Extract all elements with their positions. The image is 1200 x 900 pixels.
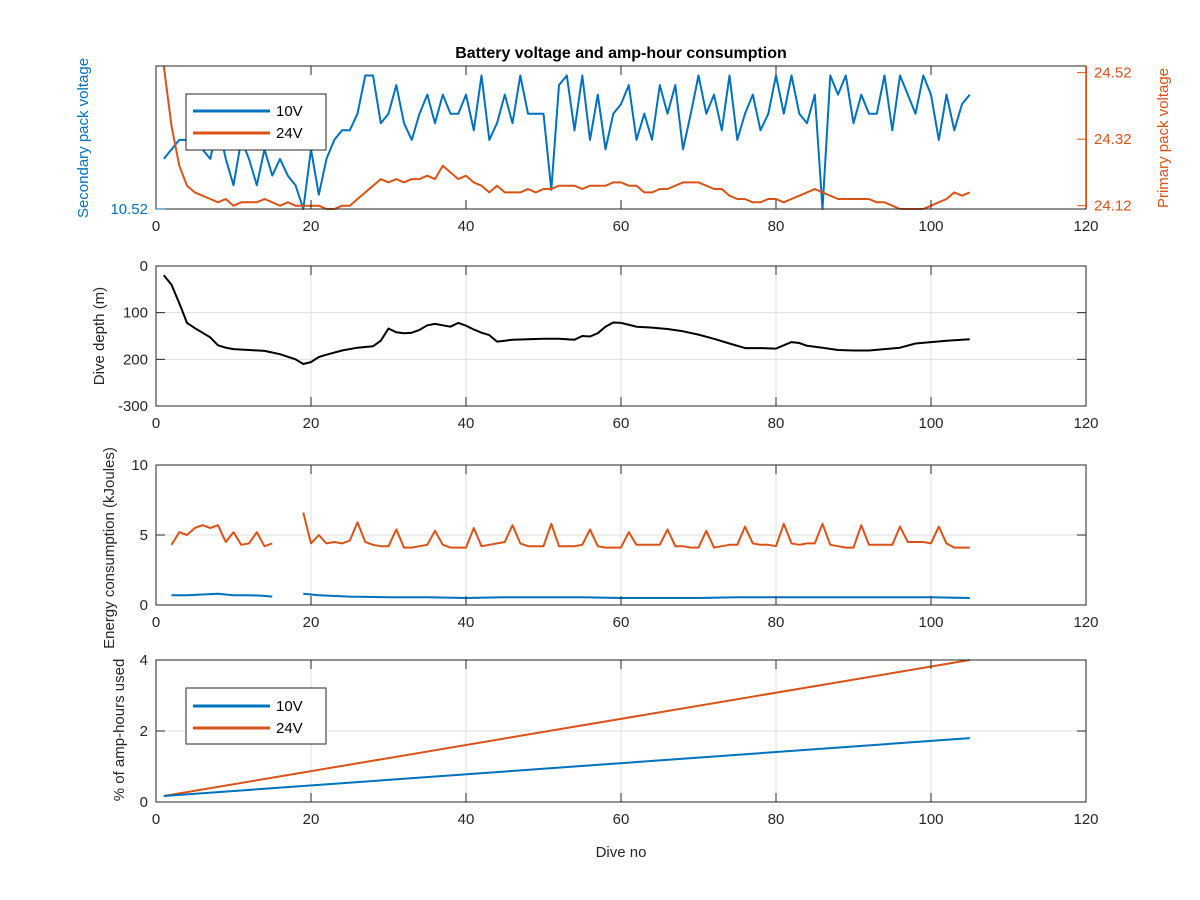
- x-tick-label: 0: [152, 811, 160, 828]
- x-tick-label: 0: [152, 415, 160, 432]
- x-tick-label: 20: [303, 415, 320, 432]
- x-tick-label: 120: [1073, 415, 1098, 432]
- legend-box-voltage: [185, 93, 327, 151]
- grid-energy: [156, 465, 1086, 605]
- x-tick-label: 80: [768, 415, 785, 432]
- y-label-primary: Primary pack voltage: [1155, 68, 1172, 208]
- x-tick-label: 60: [613, 415, 630, 432]
- grid-depth: [156, 266, 1086, 406]
- y-tick-label-right: 24.32: [1094, 131, 1132, 148]
- y-tick-label: 0: [140, 597, 148, 614]
- x-tick-label: 40: [458, 811, 475, 828]
- y-tick-label: 0: [140, 258, 148, 275]
- y-ticks-energy: 0 5 10: [131, 457, 1086, 614]
- x-tick-label: 120: [1073, 218, 1098, 235]
- legend-box-amphours: [185, 687, 327, 745]
- x-tick-label: 80: [768, 218, 785, 235]
- y-tick-label: 100: [123, 305, 148, 322]
- x-tick-label: 60: [613, 811, 630, 828]
- depth-series: [163, 274, 970, 365]
- y-label-secondary: Secondary pack voltage: [75, 58, 92, 218]
- y-tick-label: 4: [140, 652, 148, 669]
- legend-voltage: 10V 24V: [185, 93, 327, 151]
- y-tick-label: 5: [140, 527, 148, 544]
- panel-amphours: 0 20 40 60 80 100 120 024 % of amp-hours used …: [111, 652, 1099, 861]
- amphours-series: [163, 659, 970, 797]
- y-tick-label-left: 10.52: [110, 201, 148, 218]
- y-label-energy: Energy consumption (kJoules): [101, 447, 118, 649]
- x-tick-label: 120: [1073, 811, 1098, 828]
- x-tick-label: 100: [918, 415, 943, 432]
- x-tick-label: 80: [768, 614, 785, 631]
- legend-amphours: 10V 24V: [185, 687, 327, 745]
- y-tick-label: 0: [140, 794, 148, 811]
- legend-label-24v: 24V: [276, 720, 303, 737]
- y-ticks-right-voltage: 24.52 24.32 24.12: [1077, 65, 1132, 215]
- x-ticks-depth: 0 20 40 60 80 100 120: [152, 266, 1099, 432]
- y-tick-label-right: 24.12: [1094, 198, 1132, 215]
- x-tick-label: 40: [458, 218, 475, 235]
- x-tick-label: 20: [303, 218, 320, 235]
- x-tick-label: 60: [613, 218, 630, 235]
- x-tick-label: 0: [152, 218, 160, 235]
- y-ticks-depth: 0 100 200 -300: [118, 258, 1086, 415]
- legend-label-10v: 10V: [276, 698, 303, 715]
- panel-depth: 0 20 40 60 80 100 120 0 100 200 -300 Dive depth (…: [91, 258, 1099, 432]
- x-tick-label: 100: [918, 614, 943, 631]
- y-label-depth: Dive depth (m): [91, 287, 108, 385]
- y-ticks-amphours: 0 2 4: [140, 652, 1086, 811]
- series-10v-voltage: [163, 74, 971, 210]
- voltage-series: [162, 65, 971, 210]
- y-tick-label-right: 24.52: [1094, 65, 1132, 82]
- series-24v-voltage: [162, 65, 971, 210]
- series-10v-amphours: [163, 737, 970, 797]
- panel-voltage: 0 20 40 60 80 100 120 10.52 24.52 24.32 24.12 Ba…: [75, 45, 1172, 235]
- x-tick-label: 20: [303, 811, 320, 828]
- y-tick-label: 10: [131, 457, 148, 474]
- series-24v-energy: [170, 524, 273, 548]
- x-tick-label: 120: [1073, 614, 1098, 631]
- series-10v-energy: [171, 592, 273, 598]
- x-tick-label: 100: [918, 218, 943, 235]
- y-tick-label: 2: [140, 723, 148, 740]
- x-tick-label: 60: [613, 614, 630, 631]
- x-ticks-amphours: 0 20 40 60 80 100 120: [152, 660, 1099, 828]
- series-24v-amphours: [163, 659, 970, 797]
- legend-label-24v: 24V: [276, 125, 303, 142]
- series-dive-depth: [163, 274, 970, 365]
- y-ticks-left-voltage: 10.52: [110, 201, 165, 218]
- x-tick-label: 100: [918, 811, 943, 828]
- x-tick-label: 20: [303, 614, 320, 631]
- x-tick-label: 80: [768, 811, 785, 828]
- y-label-amphours: % of amp-hours used: [111, 659, 128, 802]
- x-tick-label: 0: [152, 614, 160, 631]
- y-tick-label: 200: [123, 351, 148, 368]
- y-tick-label: -300: [118, 398, 148, 415]
- x-tick-label: 40: [458, 415, 475, 432]
- x-ticks-voltage: 0 20 40 60 80 100 120: [152, 66, 1099, 235]
- x-ticks-energy: 0 20 40 60 80 100 120: [152, 465, 1099, 631]
- chart-title: Battery voltage and amp-hour consumption: [455, 45, 787, 62]
- x-tick-label: 40: [458, 614, 475, 631]
- legend-label-10v: 10V: [276, 103, 303, 120]
- x-label-dive-no: Dive no: [596, 844, 647, 861]
- series-24v-energy: [302, 512, 970, 549]
- panel-energy: 0 20 40 60 80 100 120 0 5 10 Energy consumption …: [101, 447, 1099, 649]
